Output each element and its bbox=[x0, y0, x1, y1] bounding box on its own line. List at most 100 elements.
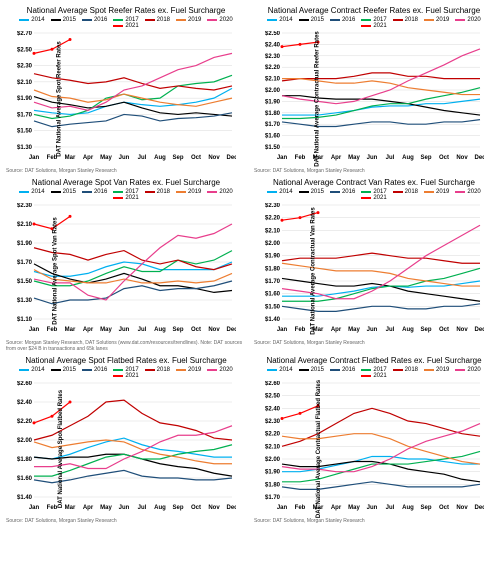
legend-label: 2015 bbox=[63, 367, 76, 373]
legend-label: 2014 bbox=[31, 367, 44, 373]
legend-label: 2019 bbox=[188, 189, 201, 195]
y-tick-label: $2.20 bbox=[265, 432, 281, 438]
x-tick-label: Sep bbox=[420, 155, 431, 161]
chart-title: National Average Contract Reefer Rates e… bbox=[254, 6, 494, 15]
legend-label: 2021 bbox=[125, 195, 138, 201]
source-note: Source: Morgan Stanley Research, DAT Sol… bbox=[6, 340, 246, 352]
legend-label: 2020 bbox=[219, 367, 232, 373]
x-tick-label: Jan bbox=[277, 327, 288, 333]
legend-item: 2015 bbox=[299, 367, 324, 373]
y-tick-label: $2.00 bbox=[265, 457, 281, 463]
series-line bbox=[282, 434, 480, 464]
legend-swatch bbox=[82, 369, 92, 371]
legend-swatch bbox=[113, 197, 123, 199]
x-tick-label: Jun bbox=[367, 155, 378, 161]
y-tick-label: $1.70 bbox=[265, 122, 281, 128]
series-marker bbox=[33, 52, 36, 55]
legend-swatch bbox=[330, 19, 340, 21]
legend-item: 2019 bbox=[424, 17, 449, 23]
legend-item: 2015 bbox=[51, 189, 76, 195]
series-marker bbox=[51, 48, 54, 51]
chart-cell: National Average Spot Reefer Rates ex. F… bbox=[6, 6, 246, 174]
y-tick-label: $2.10 bbox=[17, 222, 33, 228]
plot-area: DAT National Average Spot Reefer Rates$1… bbox=[6, 31, 246, 166]
legend-label: 2015 bbox=[311, 189, 324, 195]
legend-swatch bbox=[51, 191, 61, 193]
y-tick-label: $1.50 bbox=[265, 145, 281, 151]
legend-item: 2020 bbox=[455, 17, 480, 23]
y-tick-label: $2.00 bbox=[17, 438, 33, 444]
legend-swatch bbox=[207, 191, 217, 193]
chart-cell: National Average Spot Flatbed Rates ex. … bbox=[6, 356, 246, 524]
plot-area: DAT National Average Contractual Van Rat… bbox=[254, 203, 494, 338]
x-tick-label: Sep bbox=[420, 327, 431, 333]
x-tick-label: Apr bbox=[331, 155, 342, 161]
legend-item: 2019 bbox=[176, 189, 201, 195]
x-tick-label: Jan bbox=[29, 155, 40, 161]
x-tick-label: May bbox=[348, 505, 360, 511]
x-tick-label: Jun bbox=[367, 505, 378, 511]
y-tick-label: $1.40 bbox=[17, 495, 33, 501]
chart-title: National Average Contract Flatbed Rates … bbox=[254, 356, 494, 365]
y-tick-label: $1.70 bbox=[265, 279, 281, 285]
series-marker bbox=[299, 43, 302, 46]
legend-label: 2016 bbox=[342, 189, 355, 195]
legend-item: 2014 bbox=[267, 189, 292, 195]
x-tick-label: Dec bbox=[226, 505, 236, 511]
legend-item: 2018 bbox=[393, 17, 418, 23]
chart-svg: $1.50$1.60$1.70$1.80$1.90$2.00$2.10$2.20… bbox=[254, 31, 484, 161]
x-tick-label: Nov bbox=[456, 327, 468, 333]
plot-area: DAT National Average Contractual Flatbed… bbox=[254, 381, 494, 516]
series-line bbox=[282, 79, 480, 95]
legend-item: 2020 bbox=[207, 17, 232, 23]
series-line bbox=[282, 408, 480, 446]
y-tick-label: $1.50 bbox=[265, 304, 281, 310]
x-tick-label: Sep bbox=[172, 505, 183, 511]
x-tick-label: Jul bbox=[386, 155, 395, 161]
legend-label: 2018 bbox=[157, 17, 170, 23]
chart-cell: National Average Spot Van Rates ex. Fuel… bbox=[6, 178, 246, 352]
y-tick-label: $1.90 bbox=[265, 99, 281, 105]
legend-item: 2020 bbox=[207, 367, 232, 373]
y-tick-label: $1.60 bbox=[265, 134, 281, 140]
legend-swatch bbox=[176, 191, 186, 193]
plot-area: DAT National Average Spot Van Rates$1.10… bbox=[6, 203, 246, 338]
source-note: Source: DAT Solutions, Morgan Stanley Re… bbox=[6, 168, 246, 174]
series-line bbox=[34, 113, 232, 127]
legend-item: 2021 bbox=[113, 373, 138, 379]
series-marker bbox=[299, 216, 302, 219]
legend-swatch bbox=[176, 369, 186, 371]
x-tick-label: Aug bbox=[402, 155, 414, 161]
legend-swatch bbox=[267, 19, 277, 21]
x-tick-label: Jan bbox=[277, 505, 288, 511]
y-tick-label: $2.50 bbox=[265, 394, 281, 400]
legend: 20142015201620172018201920202021 bbox=[254, 189, 494, 201]
series-marker bbox=[69, 38, 72, 41]
y-tick-label: $1.70 bbox=[17, 260, 33, 266]
x-tick-label: Nov bbox=[208, 327, 220, 333]
chart-svg: $1.10$1.30$1.50$1.70$1.90$2.10$2.30JanFe… bbox=[6, 203, 236, 333]
legend-swatch bbox=[82, 19, 92, 21]
series-line bbox=[282, 482, 480, 490]
legend-swatch bbox=[330, 191, 340, 193]
legend: 20142015201620172018201920202021 bbox=[6, 367, 246, 379]
legend-label: 2019 bbox=[436, 189, 449, 195]
x-tick-label: Nov bbox=[456, 155, 468, 161]
y-axis-label: DAT National Average Spot Reefer Rates bbox=[57, 41, 63, 156]
x-tick-label: Apr bbox=[331, 327, 342, 333]
legend-swatch bbox=[113, 19, 123, 21]
legend-item: 2014 bbox=[267, 17, 292, 23]
y-tick-label: $2.20 bbox=[265, 65, 281, 71]
x-tick-label: May bbox=[100, 327, 112, 333]
x-tick-label: Nov bbox=[456, 505, 468, 511]
legend-swatch bbox=[113, 375, 123, 377]
x-tick-label: Feb bbox=[47, 505, 58, 511]
legend-label: 2019 bbox=[436, 17, 449, 23]
legend-item: 2019 bbox=[176, 367, 201, 373]
series-marker bbox=[281, 219, 284, 222]
y-axis-label: DAT National Average Contractual Van Rat… bbox=[311, 207, 317, 334]
legend-label: 2021 bbox=[125, 373, 138, 379]
legend-label: 2016 bbox=[342, 17, 355, 23]
series-marker bbox=[69, 401, 72, 404]
y-tick-label: $2.00 bbox=[265, 88, 281, 94]
